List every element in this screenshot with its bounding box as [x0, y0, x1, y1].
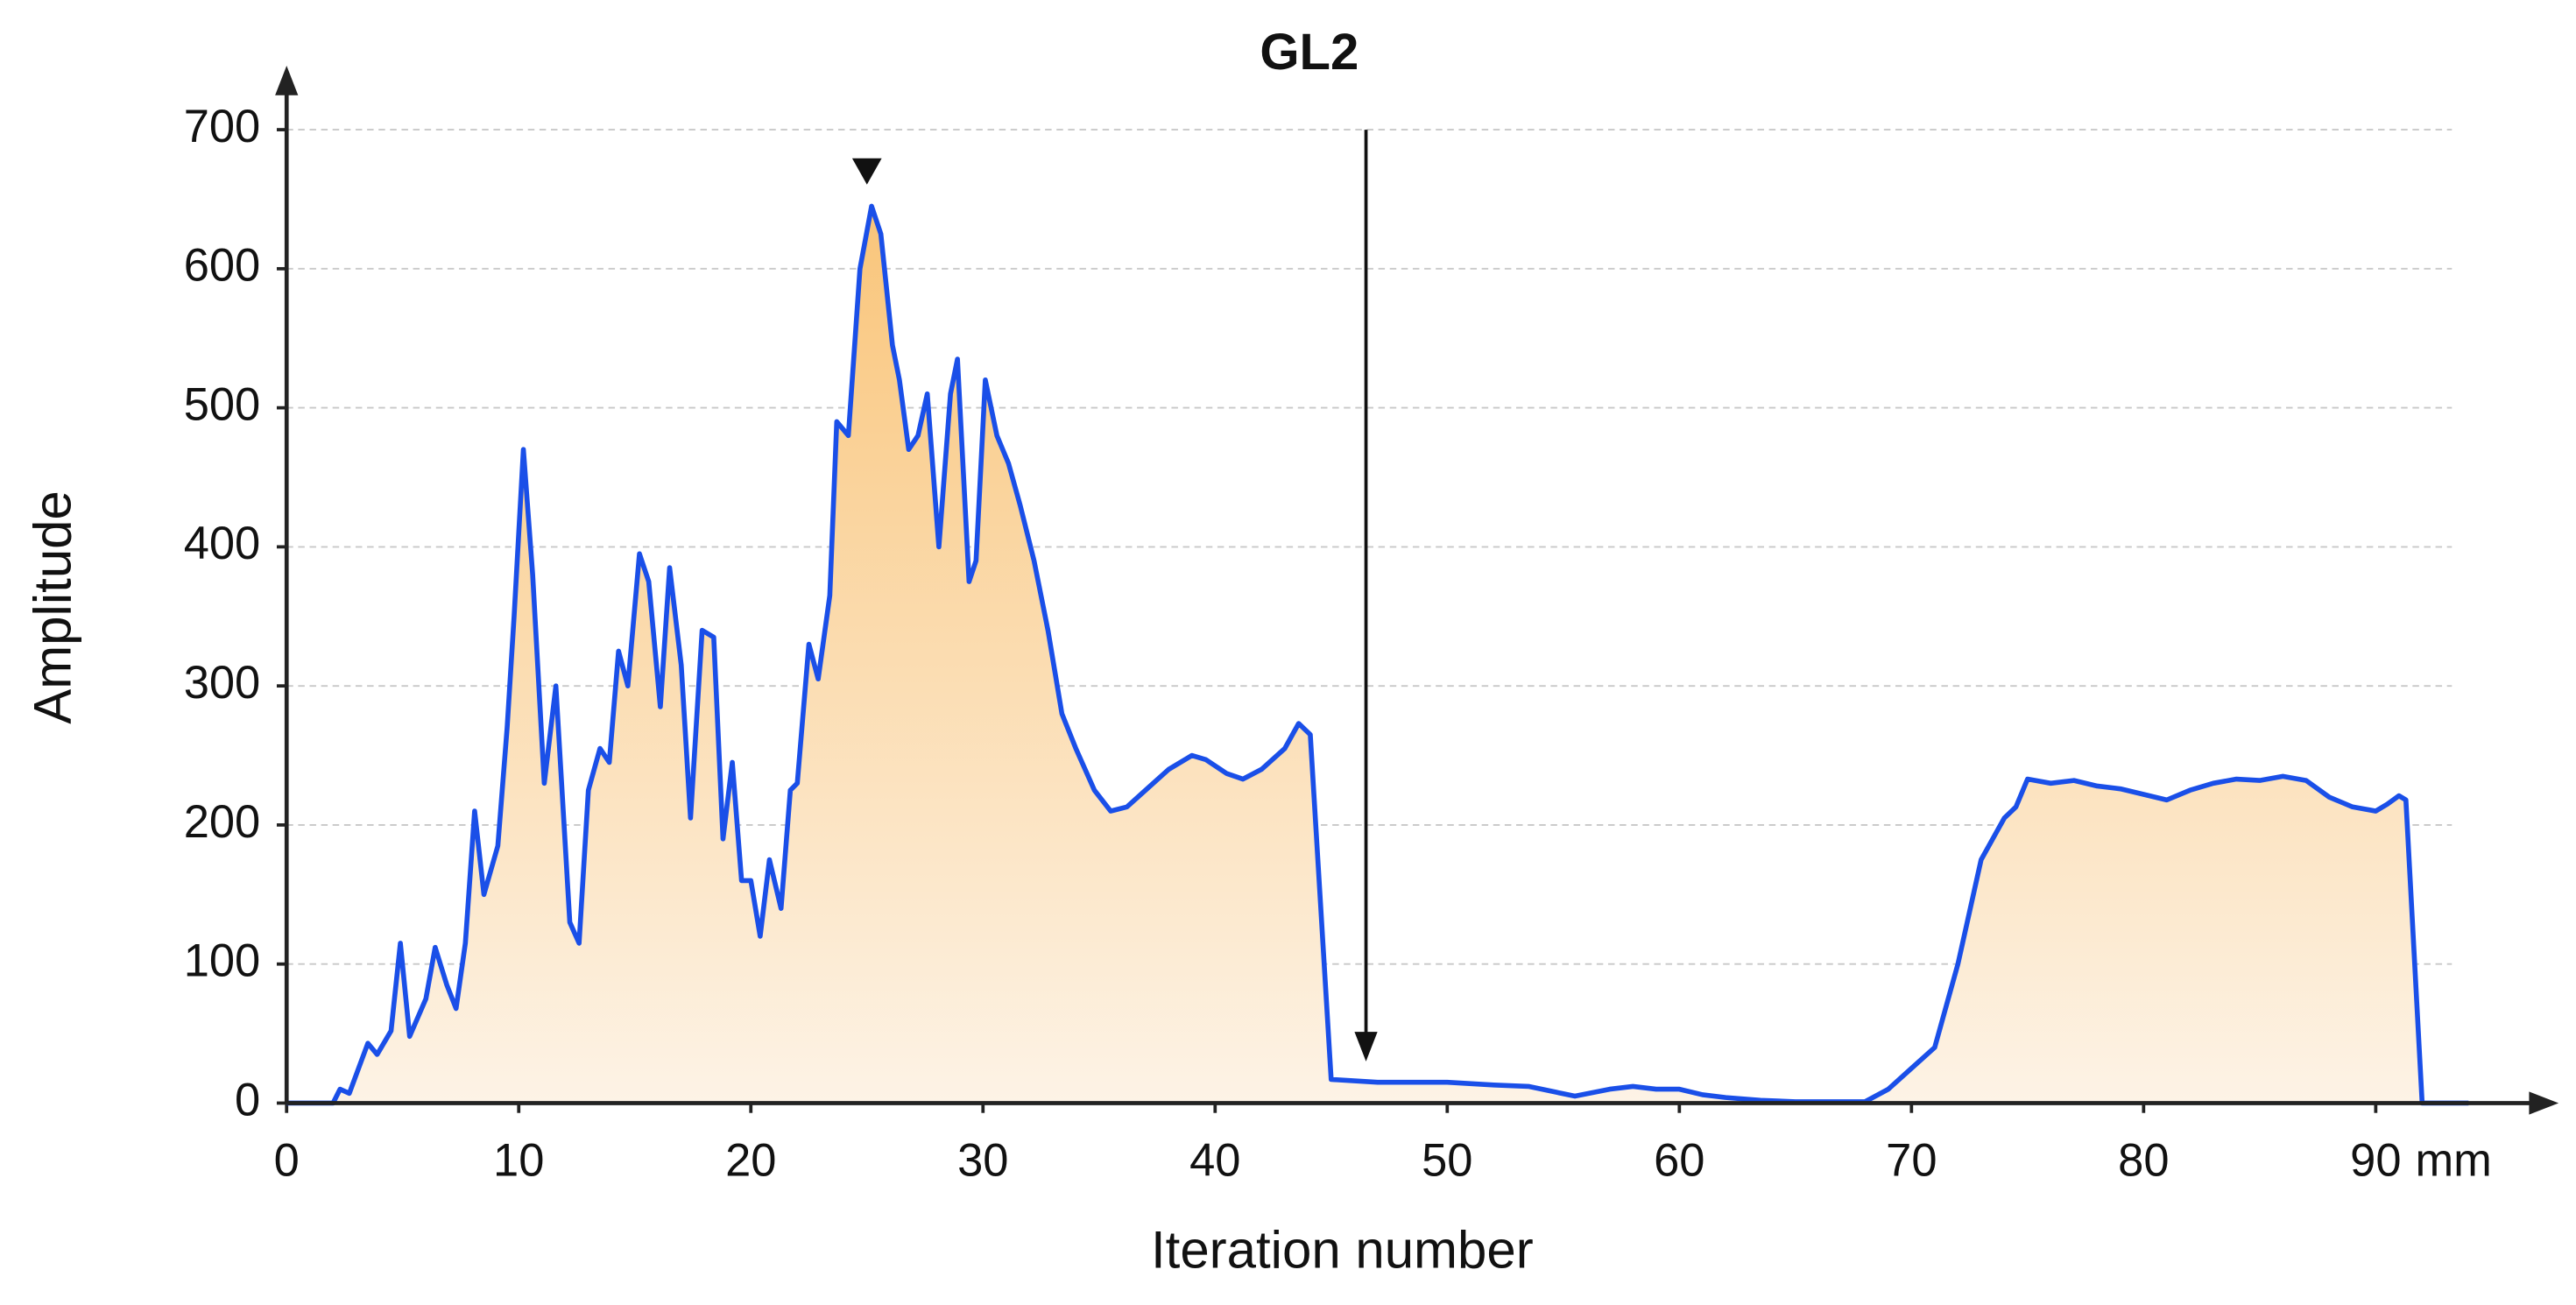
- x-tick-label: 70: [1886, 1136, 1937, 1187]
- y-tick-label: 300: [184, 658, 261, 709]
- y-tick-label: 100: [184, 936, 261, 987]
- x-axis-label: Iteration number: [1151, 1221, 1534, 1280]
- x-tick-label: 20: [725, 1136, 776, 1187]
- annotation-arrowhead: [1354, 1032, 1378, 1062]
- peak-marker: [851, 158, 882, 185]
- x-tick-label: 10: [493, 1136, 544, 1187]
- x-tick-label: 0: [274, 1136, 300, 1187]
- y-tick-label: 400: [184, 518, 261, 569]
- y-tick-label: 600: [184, 241, 261, 292]
- x-axis-arrow: [2529, 1091, 2559, 1115]
- plot-area: [286, 130, 2469, 1106]
- x-tick-label: 60: [1654, 1136, 1704, 1187]
- y-tick-label: 200: [184, 797, 261, 848]
- x-tick-label: 90: [2350, 1136, 2401, 1187]
- y-axis-label: Amplitude: [24, 490, 82, 724]
- x-tick-label: 50: [1422, 1136, 1472, 1187]
- x-unit-label: mm: [2415, 1136, 2491, 1187]
- tick-labels: 0 100 200 300 400 500 600 700 0 10 20 30 40 50 60 70 80 9…: [184, 102, 2402, 1187]
- y-axis-arrow: [275, 65, 299, 95]
- line: [286, 203, 2469, 1106]
- x-tick-label: 40: [1189, 1136, 1240, 1187]
- area-fill: [286, 206, 2469, 1104]
- y-tick-label: 500: [184, 379, 261, 430]
- y-tick-label: 700: [184, 102, 261, 152]
- y-tick-label: 0: [235, 1075, 260, 1125]
- axes: [275, 65, 2559, 1115]
- x-tick-label: 30: [957, 1136, 1008, 1187]
- x-tick-label: 80: [2118, 1136, 2169, 1187]
- chart-title: GL2: [1260, 24, 1359, 81]
